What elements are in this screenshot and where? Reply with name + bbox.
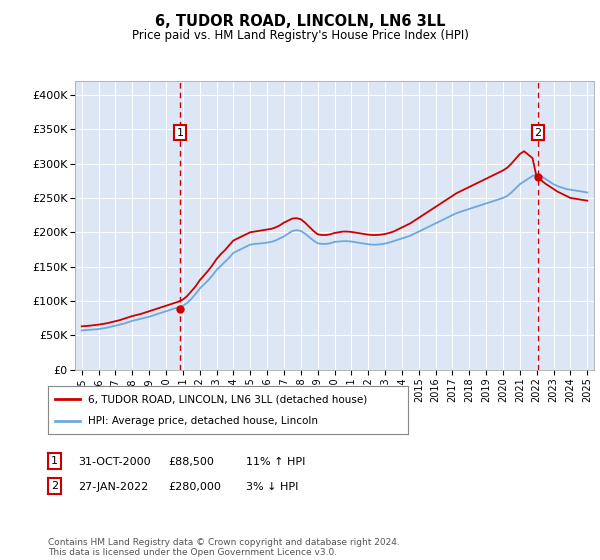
Text: £280,000: £280,000 xyxy=(168,482,221,492)
Text: Price paid vs. HM Land Registry's House Price Index (HPI): Price paid vs. HM Land Registry's House … xyxy=(131,29,469,42)
Text: 11% ↑ HPI: 11% ↑ HPI xyxy=(246,457,305,467)
Text: 1: 1 xyxy=(51,456,58,466)
Text: HPI: Average price, detached house, Lincoln: HPI: Average price, detached house, Linc… xyxy=(88,416,317,426)
Text: 1: 1 xyxy=(176,128,184,138)
Text: Contains HM Land Registry data © Crown copyright and database right 2024.
This d: Contains HM Land Registry data © Crown c… xyxy=(48,538,400,557)
Text: 3% ↓ HPI: 3% ↓ HPI xyxy=(246,482,298,492)
Text: 6, TUDOR ROAD, LINCOLN, LN6 3LL: 6, TUDOR ROAD, LINCOLN, LN6 3LL xyxy=(155,14,445,29)
Text: £88,500: £88,500 xyxy=(168,457,214,467)
Text: 27-JAN-2022: 27-JAN-2022 xyxy=(78,482,148,492)
Text: 6, TUDOR ROAD, LINCOLN, LN6 3LL (detached house): 6, TUDOR ROAD, LINCOLN, LN6 3LL (detache… xyxy=(88,394,367,404)
Text: 31-OCT-2000: 31-OCT-2000 xyxy=(78,457,151,467)
Text: 2: 2 xyxy=(51,481,58,491)
Text: 2: 2 xyxy=(535,128,542,138)
